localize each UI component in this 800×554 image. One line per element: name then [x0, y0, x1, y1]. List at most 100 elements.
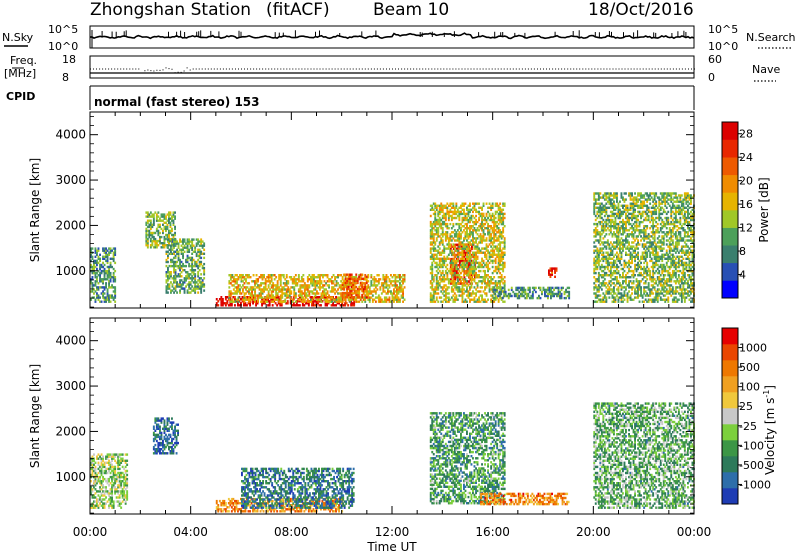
power-echo-cell [311, 280, 314, 283]
power-echo-cell [499, 229, 502, 232]
power-echo-cell [638, 274, 641, 277]
power-echo-cell [491, 271, 494, 275]
power-echo-cell [112, 286, 115, 289]
power-echo-cell [594, 202, 597, 205]
power-echo-cell [431, 274, 434, 277]
power-echo-cell [490, 255, 493, 258]
power-echo-cell [606, 253, 609, 256]
power-echo-cell [311, 274, 314, 277]
power-echo-cell [112, 278, 115, 281]
power-echo-cell [628, 296, 630, 299]
power-echo-cell [472, 206, 474, 209]
power-echo-cell [596, 261, 599, 265]
power-echo-cell [640, 286, 642, 289]
power-echo-cell [449, 298, 452, 301]
power-echo-cell [611, 220, 614, 224]
power-echo-cell [548, 273, 550, 276]
power-echo-cell [481, 296, 483, 299]
power-echo-cell [466, 233, 468, 236]
power-echo-cell [361, 273, 364, 276]
power-echo-cell [485, 220, 488, 224]
power-echo-cell [431, 241, 434, 244]
power-echo-cell [635, 278, 638, 281]
power-echo-cell [182, 254, 184, 258]
power-echo-cell [647, 267, 650, 271]
power-echo-cell [431, 225, 434, 228]
power-echo-cell [466, 216, 468, 220]
freq-label: Freq. [10, 54, 37, 67]
power-echo-cell [472, 278, 474, 281]
power-echo-cell [527, 294, 530, 298]
power-echo-cell [485, 202, 488, 205]
power-echo-cell [481, 247, 483, 250]
power-echo-cell [463, 210, 465, 214]
power-echo-cell [491, 212, 494, 216]
power-echo-cell [441, 222, 444, 226]
power-echo-cell [149, 227, 152, 231]
power-echo-cell [649, 192, 652, 195]
power-echo-cell [638, 263, 641, 267]
power-echo-cell [609, 194, 612, 197]
power-echo-cell [281, 294, 284, 297]
power-echo-cell [484, 247, 486, 250]
power-echo-cell [470, 263, 473, 267]
power-echo-cell [431, 271, 434, 275]
power-echo-cell [629, 206, 632, 209]
power-echo-cell [446, 225, 449, 228]
power-echo-cell [287, 294, 290, 297]
power-echo-cell [114, 286, 117, 289]
power-echo-cell [450, 206, 453, 209]
power-echo-cell [264, 302, 267, 305]
power-echo-cell [475, 255, 477, 258]
power-echo-cell [600, 241, 603, 244]
power-echo-cell [460, 263, 462, 267]
power-echo-cell [602, 227, 605, 230]
power-echo-cell [593, 208, 596, 211]
power-echo-cell [613, 265, 615, 269]
power-echo-cell [277, 302, 280, 305]
power-echo-cell [632, 208, 635, 211]
power-echo-cell [623, 263, 626, 267]
power-echo-cell [267, 274, 270, 277]
power-echo-cell [151, 213, 154, 216]
power-echo-cell [327, 296, 330, 299]
power-echo-cell [361, 281, 364, 285]
power-echo-cell [475, 239, 477, 242]
power-echo-cell [322, 276, 324, 279]
power-echo-cell [243, 276, 246, 279]
power-echo-cell [599, 214, 602, 218]
power-echo-cell [431, 243, 434, 246]
power-echo-cell [470, 255, 473, 258]
power-echo-cell [599, 212, 602, 216]
power-echo-cell [484, 278, 486, 281]
power-echo-cell [170, 246, 172, 249]
power-echo-cell [260, 274, 262, 277]
power-echo-cell [314, 284, 317, 287]
power-echo-cell [234, 278, 237, 281]
power-echo-cell [503, 239, 506, 242]
power-echo-cell [266, 298, 269, 301]
power-echo-cell [195, 264, 198, 268]
power-echo-cell [467, 259, 470, 263]
power-echo-cell [620, 214, 623, 218]
power-echo-cell [482, 298, 485, 301]
power-echo-cell [109, 261, 112, 265]
power-echo-cell [279, 278, 282, 281]
power-echo-cell [358, 287, 361, 291]
power-echo-cell [108, 294, 110, 297]
power-echo-cell [641, 296, 644, 299]
power-echo-cell [608, 247, 611, 250]
power-echo-cell [157, 233, 160, 237]
power-echo-cell [263, 282, 265, 285]
power-echo-cell [102, 280, 104, 283]
power-echo-cell [272, 294, 275, 297]
power-echo-cell [288, 296, 291, 299]
power-echo-cell [149, 215, 152, 218]
power-echo-cell [478, 206, 480, 209]
power-echo-cell [157, 239, 160, 243]
power-echo-cell [634, 255, 636, 258]
power-echo-cell [437, 280, 440, 283]
power-echo-cell [503, 263, 506, 267]
power-echo-cell [368, 298, 371, 301]
power-echo-cell [450, 235, 453, 238]
